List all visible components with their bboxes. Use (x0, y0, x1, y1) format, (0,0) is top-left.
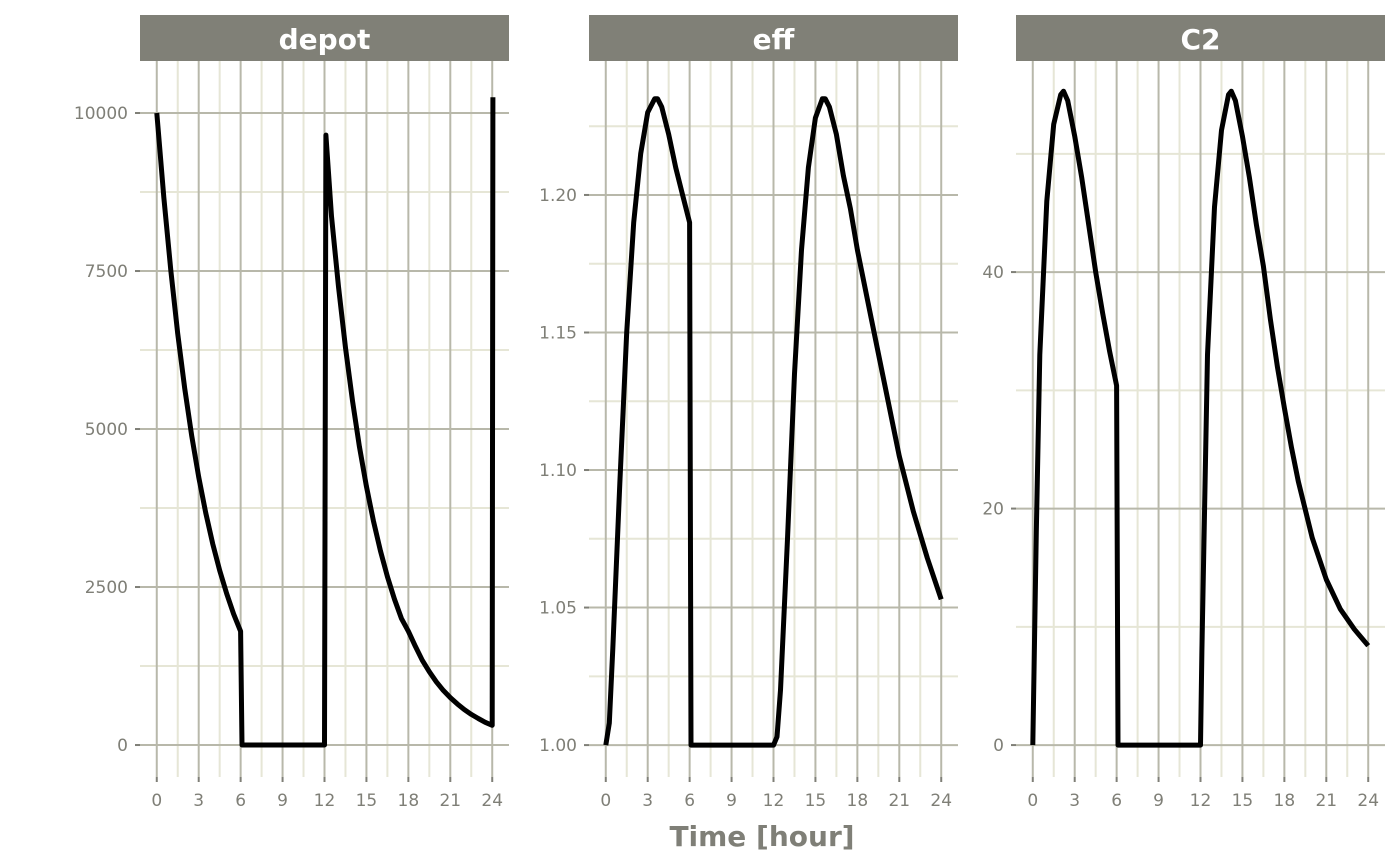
x-tick-label: 18 (847, 791, 869, 811)
series-line-eff (603, 96, 944, 748)
y-tick-label: 0 (993, 736, 1004, 756)
facet-strip (589, 15, 958, 61)
x-tick-label: 15 (805, 791, 827, 811)
y-tick-label: 1.00 (539, 736, 577, 756)
y-tick-label: 1.10 (539, 461, 577, 481)
x-tick-label: 24 (1357, 791, 1379, 811)
x-tick-label: 15 (356, 791, 378, 811)
panel-depot: 0 3 6 9 12 15 18 21 24 0 2500 5000 7500 10000 depot (74, 15, 509, 811)
facet-strip (1016, 15, 1385, 61)
y-tick-label: 7500 (85, 262, 128, 282)
x-tick-label: 3 (642, 791, 653, 811)
x-tick-label: 12 (763, 791, 785, 811)
x-tick-label: 6 (684, 791, 695, 811)
y-tick-label: 2500 (85, 578, 128, 598)
facet-strip (140, 15, 509, 61)
x-tick-label: 0 (1027, 791, 1038, 811)
x-tick-label: 9 (1153, 791, 1164, 811)
y-tick-label: 5000 (85, 420, 128, 440)
y-tick-label: 1.05 (539, 599, 577, 619)
x-tick-label: 21 (439, 791, 461, 811)
panel-C2: 0 3 6 9 12 15 18 21 24 0 20 40 C2 (982, 15, 1385, 811)
series-line-C2 (1030, 88, 1371, 748)
x-tick-label: 15 (1232, 791, 1254, 811)
x-tick-label: 9 (277, 791, 288, 811)
y-tick-label: 0 (117, 736, 128, 756)
x-tick-label: 6 (1111, 791, 1122, 811)
series-line-depot (154, 97, 496, 748)
x-tick-label: 3 (193, 791, 204, 811)
x-tick-label: 18 (398, 791, 420, 811)
panel-eff: 0 3 6 9 12 15 18 21 24 1.00 1.05 1.10 1.15 1.20 eff (539, 15, 958, 811)
y-tick-label: 20 (982, 500, 1004, 520)
x-tick-label: 12 (1190, 791, 1212, 811)
x-tick-label: 21 (1315, 791, 1337, 811)
x-tick-label: 12 (314, 791, 336, 811)
y-tick-label: 40 (982, 263, 1004, 283)
x-tick-label: 24 (930, 791, 952, 811)
x-tick-label: 21 (888, 791, 910, 811)
y-tick-label: 1.20 (539, 186, 577, 206)
x-tick-label: 0 (151, 791, 162, 811)
y-tick-label: 10000 (74, 104, 128, 124)
y-tick-label: 1.15 (539, 323, 577, 343)
x-tick-label: 24 (481, 791, 503, 811)
x-tick-label: 9 (726, 791, 737, 811)
x-axis-label: Time [hour] (669, 820, 854, 853)
x-tick-label: 18 (1274, 791, 1296, 811)
x-tick-label: 3 (1069, 791, 1080, 811)
facet-strip-label: eff (753, 23, 795, 56)
facet-strip-label: depot (279, 23, 371, 56)
x-tick-label: 0 (600, 791, 611, 811)
facet-strip-label: C2 (1180, 23, 1220, 56)
x-tick-label: 6 (235, 791, 246, 811)
